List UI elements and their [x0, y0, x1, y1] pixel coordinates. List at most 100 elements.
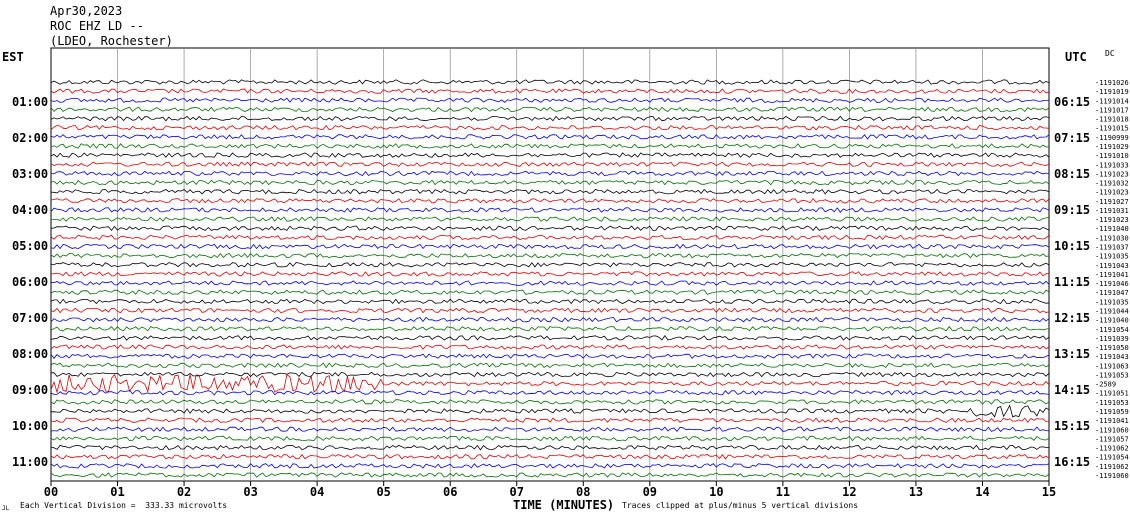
x-axis-label: TIME (MINUTES): [513, 498, 615, 512]
seismic-trace: [50, 252, 1050, 259]
seismic-trace: [50, 307, 1050, 314]
dc-offset-label: -1191053: [1095, 371, 1129, 379]
dc-offset-label: -1191040: [1095, 317, 1129, 325]
seismic-trace: [50, 399, 1050, 405]
dc-offset-label: -1191035: [1095, 253, 1129, 261]
x-tick-label: 12: [842, 485, 856, 499]
seismic-trace: [50, 188, 1050, 195]
seismic-trace: [50, 271, 1050, 277]
dc-offset-label: -1191062: [1095, 445, 1129, 453]
x-tick-label: 10: [709, 485, 723, 499]
seismic-trace: [50, 234, 1050, 241]
x-tick-label: 01: [110, 485, 124, 499]
dc-offset-label: -1190999: [1095, 134, 1129, 142]
seismic-trace: [50, 97, 1050, 104]
seismic-trace: [50, 373, 1050, 394]
dc-offset-label: -1191017: [1095, 106, 1129, 114]
seismic-trace: [50, 404, 1050, 418]
x-tick-label: 11: [776, 485, 790, 499]
est-hour-label: 09:00: [12, 383, 48, 397]
x-tick-label: 02: [177, 485, 191, 499]
seismic-trace: [50, 197, 1050, 204]
dc-offset-label: -1191037: [1095, 244, 1129, 252]
seismic-trace: [50, 417, 1050, 423]
utc-hour-label: 11:15: [1054, 275, 1090, 289]
dc-offset-label: -1191030: [1095, 234, 1129, 242]
seismic-trace: [50, 371, 1050, 378]
utc-hour-label: 15:15: [1054, 419, 1090, 433]
utc-hour-label: 10:15: [1054, 239, 1090, 253]
dc-offset-label: -2589: [1095, 381, 1116, 389]
x-tick-label: 09: [643, 485, 657, 499]
utc-hour-label: 16:15: [1054, 455, 1090, 469]
utc-hour-label: 08:15: [1054, 167, 1090, 181]
seismic-trace: [50, 106, 1050, 113]
dc-offset-label: -1191015: [1095, 125, 1129, 133]
footer-mark: JL: [2, 505, 10, 512]
est-hour-label: 04:00: [12, 203, 48, 217]
utc-hour-label: 12:15: [1054, 311, 1090, 325]
seismic-trace: [50, 225, 1050, 232]
est-hour-label: 11:00: [12, 455, 48, 469]
dc-offset-label: -1191032: [1095, 180, 1129, 188]
dc-offset-label: -1191027: [1095, 198, 1129, 206]
dc-offset-label: -1191023: [1095, 170, 1129, 178]
dc-offset-label: -1191051: [1095, 390, 1129, 398]
est-hour-label: 08:00: [12, 347, 48, 361]
x-tick-label: 03: [243, 485, 257, 499]
est-hour-label: 05:00: [12, 239, 48, 253]
dc-offset-label: -1191044: [1095, 307, 1129, 315]
seismic-trace: [50, 453, 1050, 460]
dc-offset-label: -1191040: [1095, 225, 1129, 233]
dc-offset-label: -1191014: [1095, 97, 1129, 105]
est-hour-label: 01:00: [12, 95, 48, 109]
seismic-trace: [50, 344, 1050, 350]
dc-offset-label: -1191053: [1095, 399, 1129, 407]
dc-offset-label: -1191054: [1095, 454, 1129, 462]
seismic-trace: [50, 289, 1050, 295]
seismic-trace: [50, 472, 1050, 478]
dc-offset-label: -1191035: [1095, 298, 1129, 306]
seismic-trace: [50, 124, 1050, 131]
est-hour-label: 02:00: [12, 131, 48, 145]
x-tick-label: 08: [576, 485, 590, 499]
seismic-trace: [50, 280, 1050, 286]
x-tick-label: 15: [1042, 485, 1056, 499]
dc-offset-label: -1191029: [1095, 143, 1129, 151]
dc-offset-label: -1191026: [1095, 79, 1129, 87]
est-zone-label: EST: [2, 50, 24, 64]
seismic-trace: [50, 362, 1050, 369]
dc-offset-label: -1191050: [1095, 344, 1129, 352]
header-line-station: ROC EHZ LD --: [50, 19, 144, 33]
utc-hour-label: 13:15: [1054, 347, 1090, 361]
seismic-trace: [50, 316, 1050, 323]
clip-note: Traces clipped at plus/minus 5 vertical …: [622, 501, 859, 510]
seismic-trace: [50, 79, 1050, 85]
seismic-trace: [50, 435, 1050, 442]
seismic-trace: [50, 134, 1050, 140]
seismic-trace: [50, 207, 1050, 213]
dc-offset-label: -1191041: [1095, 271, 1129, 279]
x-tick-label: 05: [376, 485, 390, 499]
est-hour-label: 03:00: [12, 167, 48, 181]
seismic-trace: [51, 216, 1050, 222]
dc-offset-label: -1191046: [1095, 280, 1129, 288]
utc-zone-label: UTC: [1065, 50, 1087, 64]
dc-offset-label: -1191057: [1095, 435, 1129, 443]
dc-offset-label: -1191060: [1095, 426, 1129, 434]
dc-offset-label: -1191023: [1095, 216, 1129, 224]
dc-offset-label: -1191043: [1095, 353, 1129, 361]
utc-hour-label: 09:15: [1054, 203, 1090, 217]
dc-offset-label: -1191054: [1095, 326, 1129, 334]
seismic-trace: [50, 353, 1050, 359]
header-line-location: (LDEO, Rochester): [50, 34, 173, 48]
scale-note: Each Vertical Division = 333.33 microvol…: [20, 501, 228, 510]
dc-offset-label: -1191019: [1095, 88, 1129, 96]
seismic-trace: [50, 115, 1050, 122]
seismic-trace: [50, 325, 1050, 332]
utc-hour-label: 07:15: [1054, 131, 1090, 145]
x-tick-label: 00: [44, 485, 58, 499]
dc-offset-label: -1191041: [1095, 417, 1129, 425]
seismic-trace: [50, 335, 1050, 341]
